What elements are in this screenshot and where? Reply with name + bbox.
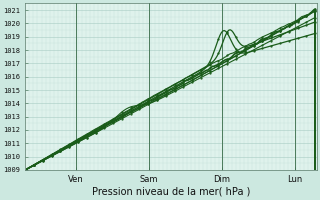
X-axis label: Pression niveau de la mer( hPa ): Pression niveau de la mer( hPa ) <box>92 187 250 197</box>
